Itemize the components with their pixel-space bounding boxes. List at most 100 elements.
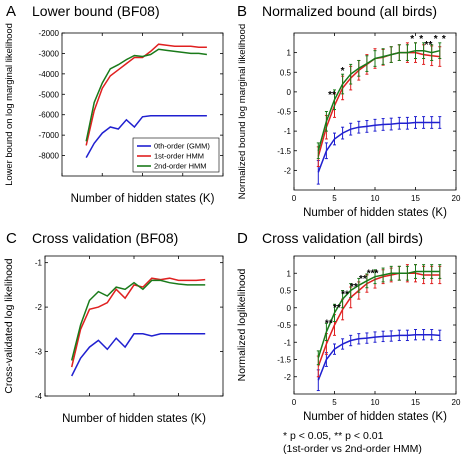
y-tick-label: -1 — [284, 127, 292, 136]
y-tick-label: -3 — [35, 348, 43, 357]
series-order0 — [71, 333, 206, 377]
error-bar — [357, 120, 361, 134]
error-bar — [341, 73, 345, 95]
series-order1 — [85, 43, 207, 146]
significance-marker: * — [442, 34, 446, 45]
panel-letter: B — [237, 3, 247, 20]
error-bar — [333, 132, 336, 146]
x-axis-label: Number of hidden states (K) — [62, 413, 206, 425]
error-bar — [422, 328, 426, 341]
error-bar — [373, 118, 377, 132]
x-axis-label: Number of hidden states (K) — [71, 193, 215, 205]
figure: A Lower bound (BF08)-2000-3000-4000-5000-… — [3, 3, 461, 425]
error-bar — [422, 116, 426, 129]
x-tick-label: 5 — [332, 398, 337, 407]
y-tick-label: -4000 — [39, 70, 60, 79]
error-bar — [397, 265, 401, 281]
error-bar — [333, 343, 336, 355]
panel-letter: D — [237, 230, 248, 247]
error-bar — [373, 50, 377, 67]
legend-label: 1st-order HMM — [154, 152, 204, 161]
series-line — [70, 279, 206, 361]
y-tick-label: -4 — [35, 392, 43, 401]
error-bar — [357, 333, 361, 345]
error-bar — [333, 89, 336, 111]
error-bar — [381, 118, 385, 131]
error-bar — [357, 277, 361, 293]
error-bar — [389, 265, 393, 281]
error-bar — [438, 329, 442, 342]
significance-marker: *** — [367, 269, 379, 280]
y-axis-label: Cross-validated log likelihood — [4, 258, 15, 393]
error-bar — [397, 44, 401, 61]
error-bar — [389, 117, 393, 131]
error-bar — [349, 122, 353, 136]
significance-marker: * — [410, 34, 414, 45]
y-tick-label: 1 — [287, 49, 292, 58]
error-bar — [349, 334, 353, 347]
error-bar — [414, 264, 417, 279]
y-tick-label: -2000 — [39, 29, 60, 38]
y-tick-label: -1 — [284, 338, 292, 347]
series-line — [71, 333, 206, 377]
y-axis-label: Normalized bound log marginal likelihood — [237, 24, 248, 199]
error-bar — [365, 120, 369, 133]
legend-entry: 1st-order HMM — [137, 152, 204, 161]
footnote-comparison: (1st-order vs 2nd-order HMM) — [283, 443, 422, 455]
significance-marker: ** — [350, 282, 358, 293]
error-bar — [365, 55, 369, 72]
y-tick-label: -8000 — [39, 152, 60, 161]
y-tick-label: -2 — [284, 166, 292, 175]
series-order2 — [316, 42, 442, 160]
panel-letter: A — [6, 3, 16, 20]
panel-title: Normalized bound (all birds) — [262, 3, 437, 19]
y-axis-label: Normalized loglikelihood — [237, 268, 248, 381]
error-bar — [422, 42, 426, 60]
error-bar — [316, 350, 320, 366]
error-bar — [414, 42, 417, 60]
error-bar — [389, 46, 393, 63]
error-bar — [438, 116, 442, 129]
significance-marker: ** — [359, 274, 367, 285]
error-bar — [405, 265, 409, 281]
significance-marker: ** — [333, 303, 341, 314]
series-line — [317, 51, 440, 157]
error-bar — [381, 330, 385, 343]
y-tick-label: -5000 — [39, 90, 60, 99]
x-tick-label: 20 — [452, 398, 461, 407]
error-bar — [430, 44, 434, 61]
x-tick-label: 15 — [411, 194, 420, 203]
error-bar — [414, 328, 417, 341]
x-tick-label: 5 — [332, 194, 337, 203]
series-order2 — [85, 48, 208, 142]
error-bar — [405, 44, 409, 61]
panel-title: Cross validation (all birds) — [262, 230, 423, 246]
error-bar — [414, 116, 417, 129]
error-bar — [324, 111, 328, 132]
series-order0 — [316, 116, 442, 185]
y-tick-label: -2 — [35, 303, 43, 312]
error-bar — [397, 329, 401, 342]
error-bar — [324, 142, 328, 160]
panel-c: C Cross validation (BF08) -1 -2 -3 -4 Number o… — [4, 230, 224, 425]
y-tick-label: -1 — [35, 259, 43, 268]
significance-marker: * — [434, 34, 438, 45]
series-order0 — [85, 114, 207, 158]
error-bar — [324, 322, 328, 342]
y-tick-label: -2 — [284, 373, 292, 382]
error-bar — [357, 59, 361, 77]
x-tick-label: 0 — [292, 194, 297, 203]
x-tick-label: 15 — [411, 398, 420, 407]
series-line — [70, 277, 206, 368]
panel-d: D Cross validation (all birds) 0 5 10 15 20 1 0.… — [237, 230, 461, 423]
series-line — [317, 333, 440, 381]
x-tick-label: 20 — [452, 194, 461, 203]
series-order2 — [316, 264, 442, 366]
series-line — [317, 272, 440, 367]
y-tick-label: -6000 — [39, 111, 60, 120]
legend-entry: 2nd-order HMM — [137, 162, 207, 171]
panel-title: Lower bound (BF08) — [32, 3, 160, 19]
series-order1 — [70, 277, 206, 368]
error-bar — [430, 116, 434, 129]
